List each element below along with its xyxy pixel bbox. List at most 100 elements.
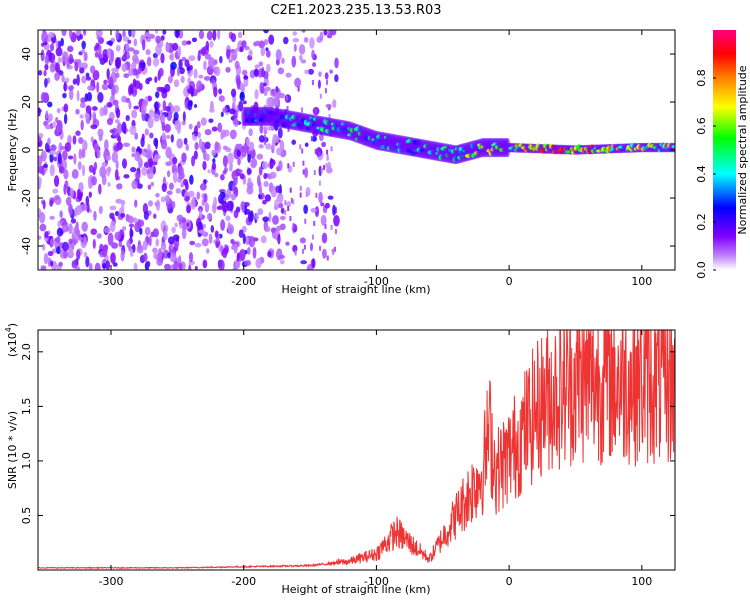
spectrogram-cell: [153, 252, 159, 260]
spectrogram-cell: [189, 174, 194, 185]
spectrogram-cell: [78, 236, 84, 242]
spectrogram-cell: [333, 214, 340, 227]
spectrogram-cell: [125, 97, 131, 103]
spectrogram-cell: [328, 114, 331, 120]
spectrogram-cell: [238, 100, 244, 112]
spectrogram-cell: [154, 154, 161, 160]
spectrogram-cell: [81, 203, 88, 211]
spectrogram-cell: [156, 257, 164, 267]
spectrogram-cell: [90, 136, 94, 143]
spectrogram-cell: [267, 126, 271, 131]
spectrogram-cell: [65, 196, 72, 206]
spectrogram-cell: [323, 164, 326, 170]
spectrogram-cell: [269, 157, 274, 170]
spectrogram-cell: [324, 72, 329, 80]
spectrogram-cell: [187, 190, 195, 198]
spectrogram-cell: [137, 66, 142, 75]
spectrogram-cell: [164, 263, 171, 270]
spectrogram-cell: [188, 123, 193, 130]
spectrogram-cell: [309, 37, 315, 49]
spectrogram-cell: [324, 224, 327, 230]
spectrogram-cell: [234, 259, 241, 269]
snr-xtick-label: -300: [99, 575, 124, 588]
spectrogram-cell: [263, 129, 268, 135]
spectrogram-cell: [57, 40, 62, 49]
spectrogram-cell: [42, 243, 46, 251]
spectrogram-cell: [197, 50, 201, 62]
spectrogram-cell: [141, 133, 145, 142]
spectrogram-cell: [213, 86, 218, 98]
spectrogram-cell: [145, 149, 153, 159]
spectrogram-cell: [78, 137, 84, 144]
spectrogram-cell: [228, 58, 233, 63]
spectrogram-cell: [258, 144, 264, 149]
spectrogram-cell: [48, 52, 56, 63]
spectrogram-cell: [305, 191, 308, 197]
spectrogram-cell: [68, 155, 74, 160]
spectrogram-cell: [111, 67, 118, 73]
spectrogram-cell: [230, 239, 235, 244]
spectrogram-cell: [67, 45, 74, 53]
spectrogram-cell: [190, 197, 196, 210]
spectrogram-cell: [290, 197, 293, 203]
spectrogram-cell: [44, 231, 49, 239]
spectrogram-cell: [121, 202, 125, 213]
spectrogram-cell: [43, 253, 49, 265]
spectrogram-cell: [279, 223, 286, 231]
spectrogram-cell: [161, 88, 168, 94]
spectrogram-cell: [69, 88, 74, 101]
spectrogram-cell: [155, 238, 159, 247]
spectrogram-cell: [178, 172, 185, 180]
spectrogram-cell: [38, 211, 46, 224]
spectrogram-cell: [311, 234, 314, 240]
spectrogram-cell: [38, 108, 42, 114]
spectrogram-cell: [75, 108, 80, 115]
spectrogram-cell: [145, 37, 152, 42]
spectrogram-cell: [266, 63, 271, 73]
spectrogram-cell: [71, 260, 78, 269]
spectrogram-cell: [72, 135, 77, 145]
spectrogram-cell: [113, 99, 119, 106]
spectrogram-cell: [298, 54, 303, 61]
spectrogram-cell: [188, 264, 192, 270]
spectrogram-cell: [158, 67, 164, 77]
spectrogram-cell: [200, 117, 207, 126]
spectrogram-cell: [171, 226, 176, 234]
spectrogram-cell: [146, 260, 151, 267]
spectrogram-cell: [246, 246, 251, 255]
spectrogram-cell: [81, 148, 86, 159]
spectrogram-cell: [210, 225, 215, 233]
spectrogram-cell: [209, 40, 214, 48]
spectrogram-cell: [106, 117, 114, 126]
spectrogram-cell: [38, 165, 45, 174]
spectrogram-cell: [126, 239, 131, 248]
spectrogram-ytick-label: 0: [20, 147, 33, 154]
spectrogram-cell: [144, 128, 150, 136]
spectrogram-cell: [123, 142, 131, 148]
spectrogram-cell: [327, 195, 334, 200]
spectrogram-cell: [106, 40, 113, 46]
spectrogram-cell: [208, 118, 214, 123]
spectrogram-cell: [68, 238, 73, 245]
colorbar-ticks: 0.0 0.2 0.4 0.6 0.8: [695, 69, 716, 279]
spectrogram-cell: [318, 71, 322, 77]
spectrogram-cell: [101, 245, 108, 258]
spectrogram-cell: [85, 105, 92, 114]
spectrogram-cell: [330, 30, 337, 36]
spectrogram-cell: [128, 68, 134, 77]
spectrogram-cell: [263, 30, 269, 34]
spectrogram-cell: [118, 239, 123, 248]
spectrogram-cell: [79, 102, 86, 109]
spectrogram-cell: [292, 31, 298, 36]
spectrogram-cell: [142, 240, 148, 251]
spectrogram-cell: [132, 49, 140, 55]
spectrogram-cell: [74, 61, 79, 72]
spectrogram-cell: [68, 203, 73, 214]
spectrogram-cell: [246, 167, 252, 175]
spectrogram-cell: [239, 248, 246, 261]
spectrogram-cell: [61, 150, 68, 161]
spectrogram-cell: [303, 36, 309, 43]
spectrogram-cell: [302, 169, 305, 175]
spectrogram-cell: [63, 113, 68, 125]
spectrogram-cell: [299, 192, 302, 198]
